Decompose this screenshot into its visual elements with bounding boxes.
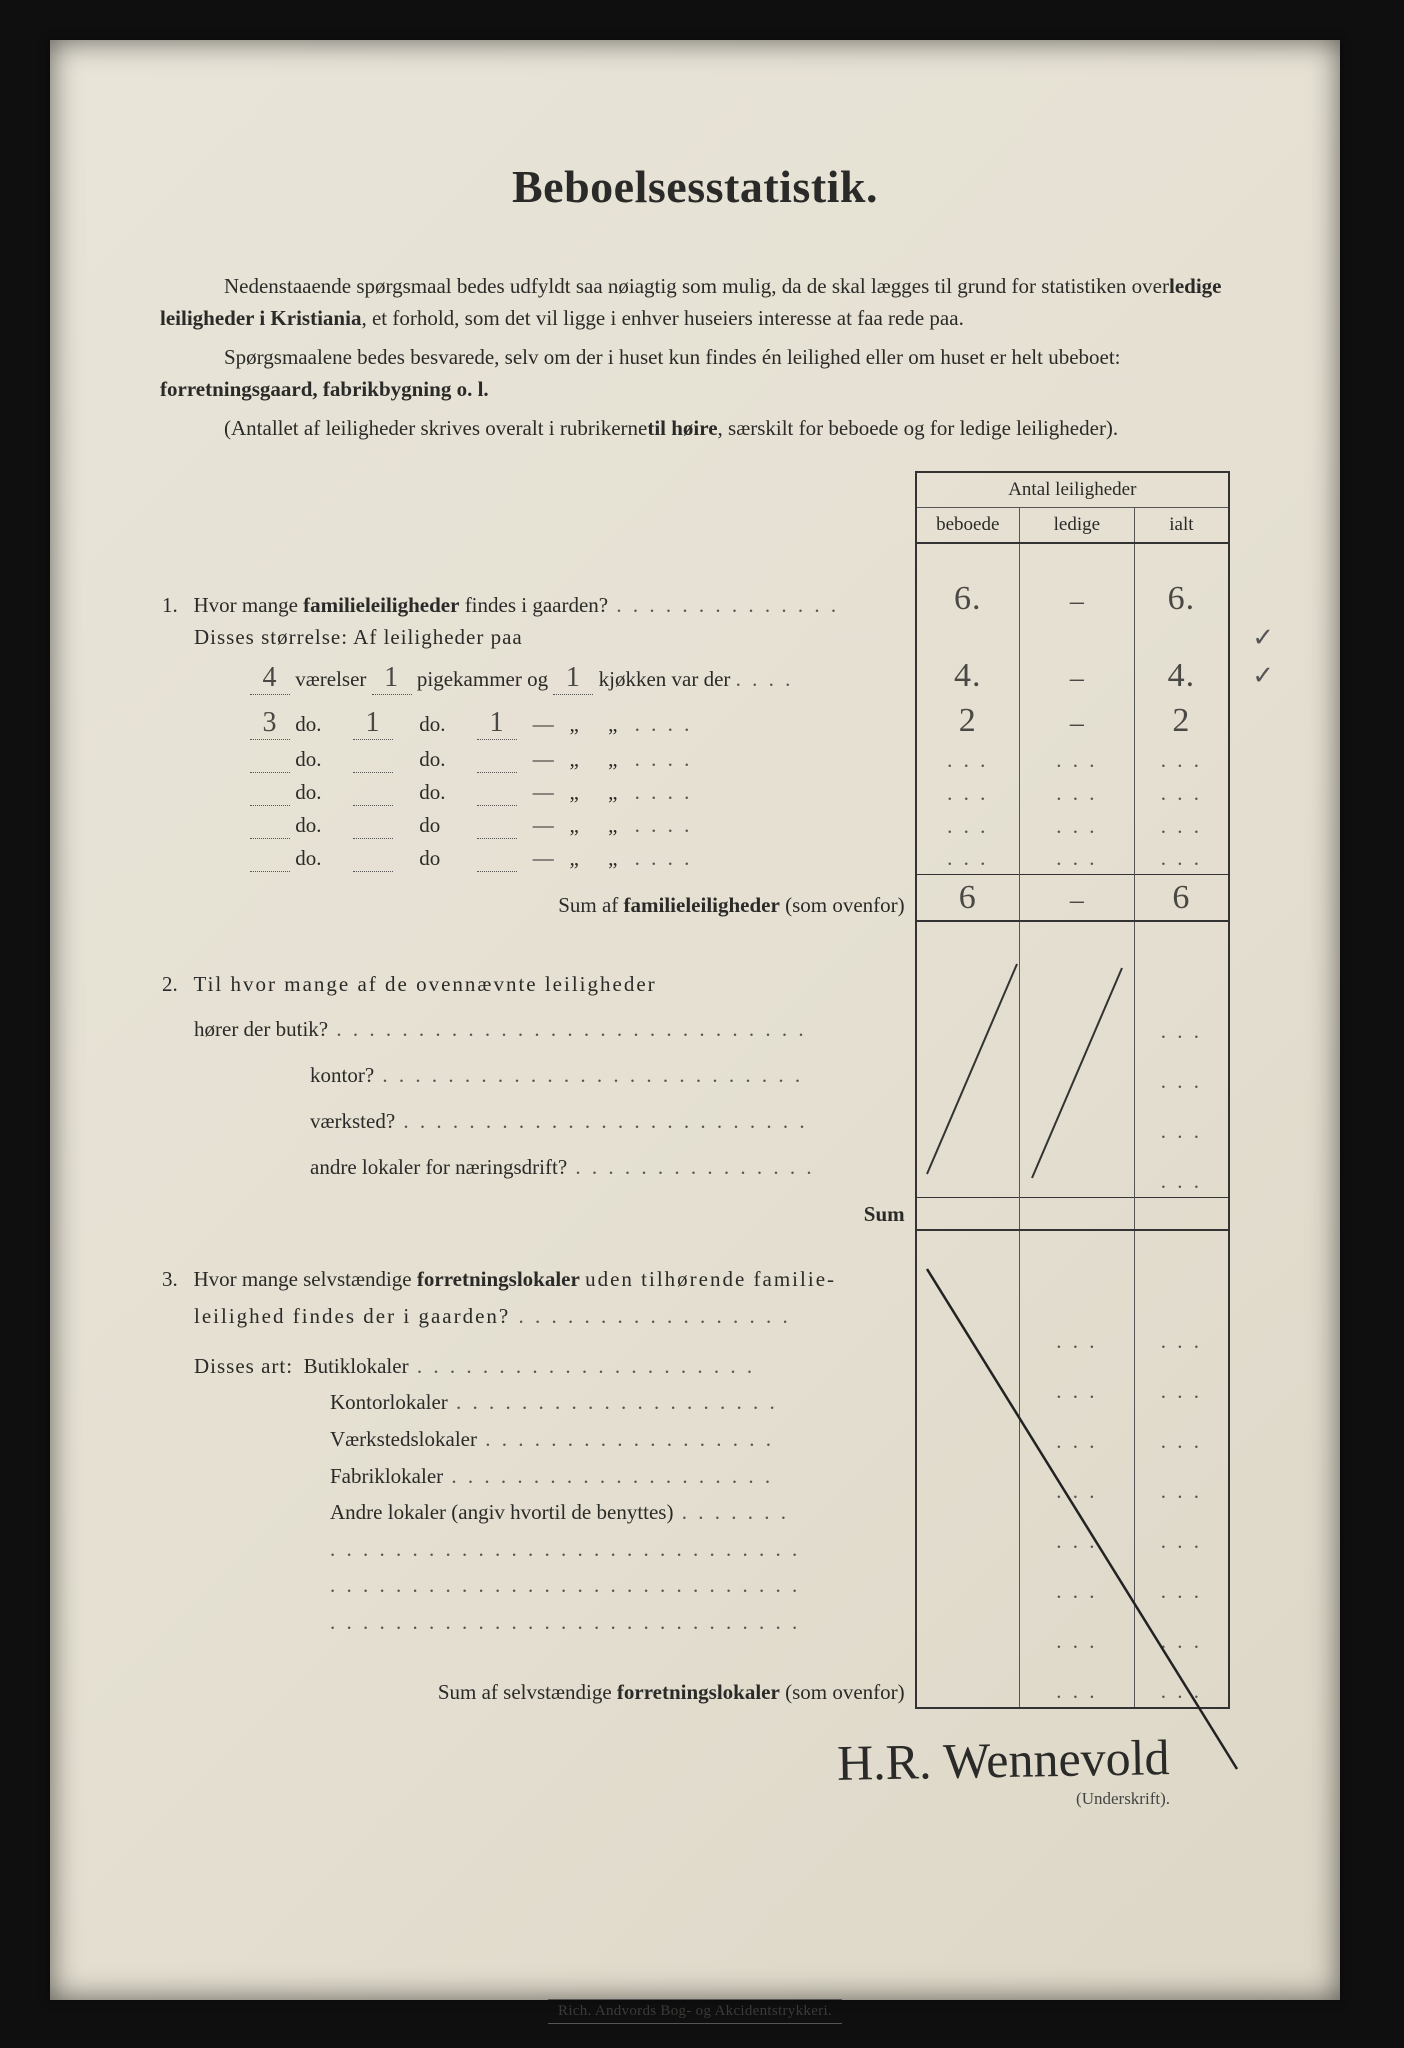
p: 1 [372, 662, 412, 695]
q2-num: 2. [162, 972, 178, 996]
v: 4 [250, 662, 290, 695]
k [477, 747, 517, 773]
la: do. [295, 747, 321, 771]
b: 4. [954, 657, 982, 694]
q2-row: 2. Til hvor mange af de ovennævnte leili… [160, 954, 1229, 1000]
q3b: forretningslokaler [417, 1267, 580, 1291]
suma: Sum af [558, 893, 618, 917]
q3-row: 3. Hvor mange selvstændige forretningslo… [160, 1259, 1229, 1296]
signature-block: H.R. Wennevold (Underskrift). [160, 1731, 1230, 1809]
strike-svg [1022, 958, 1132, 1188]
q1-text: Hvor mange [194, 593, 298, 617]
v: 3 [250, 707, 290, 740]
lc: — [533, 747, 554, 771]
k: 1 [477, 707, 517, 740]
paper-sheet: Beboelsesstatistik. Nedenstaaende spørgs… [50, 40, 1340, 2000]
scan-background: Beboelsesstatistik. Nedenstaaende spørgs… [0, 0, 1404, 2048]
q1-num: 1. [162, 593, 178, 617]
sumc: (som ovenfor) [785, 893, 905, 917]
q2-sum: Sum [864, 1202, 905, 1226]
intro-paragraph-3: (Antallet af leiligheder skrives overalt… [160, 413, 1230, 445]
margin-check-1: ✓ [1252, 623, 1274, 653]
si: 6 [1172, 879, 1190, 916]
col-ialt: ialt [1134, 507, 1229, 543]
q2-text: Til hvor mange af de ovennævnte leilighe… [194, 972, 657, 996]
q2-sum-row: Sum [160, 1198, 1229, 1230]
lb: do. [419, 712, 445, 736]
intro-paragraph-2: Spørgsmaalene bedes besvarede, selv om d… [160, 342, 1230, 405]
k: 1 [553, 662, 593, 695]
q1-bold: familieleiligheder [303, 593, 459, 617]
intro-2a: Spørgsmaalene bedes besvarede, selv om d… [160, 342, 1121, 374]
q1-size-row-5: do. do — „ „ . . . . . . .. . .. . . [160, 842, 1229, 875]
q1-size-row-4: do. do — „ „ . . . . . . .. . .. . . [160, 809, 1229, 842]
lb: pigekammer og [417, 667, 548, 691]
margin-check-2: ✓ [1252, 661, 1274, 691]
q1-size-row-1: 3 do. 1 do. 1 — „ „ . . . . 2 – 2 [160, 698, 1229, 743]
intro-3b: til høire [647, 416, 717, 440]
la: do. [295, 712, 321, 736]
sb: 6 [959, 879, 977, 916]
p [353, 747, 393, 773]
q1-beboede: 6. [954, 580, 982, 617]
q3-num: 3. [162, 1267, 178, 1291]
signature-label: (Underskrift). [160, 1789, 1170, 1809]
q1-disses-row: Disses størrelse: Af leiligheder paa [160, 621, 1229, 653]
lc: — [533, 712, 554, 736]
q1-size-row-0: 4 værelser 1 pigekammer og 1 kjøkken var… [160, 653, 1229, 698]
q1-ialt: 6. [1168, 580, 1196, 617]
document-title: Beboelsesstatistik. [160, 160, 1230, 213]
intro-3a: (Antallet af leiligheder skrives overalt… [160, 413, 647, 445]
p: 1 [353, 707, 393, 740]
l: – [1070, 663, 1084, 694]
q3c: uden tilhørende familie- [585, 1267, 836, 1291]
d: . . . . [635, 712, 693, 736]
b: 2 [959, 702, 977, 739]
l: – [1070, 708, 1084, 739]
printer-line: Rich. Andvords Bog- og Akcidentstrykkeri… [548, 1999, 842, 2024]
la: værelser [295, 667, 366, 691]
header-row-2: beboede ledige ialt [160, 507, 1229, 543]
col-beboede: beboede [916, 507, 1020, 543]
intro-paragraph-1: Nedenstaaende spørgsmaal bedes udfyldt s… [160, 271, 1230, 334]
q1-size-row-3: do. do. — „ „ . . . . . . .. . .. . . [160, 776, 1229, 809]
intro-1c: , et forhold, som det vil ligge i enhver… [361, 306, 963, 330]
signature: H.R. Wennevold [837, 1728, 1170, 1792]
q1-size-row-2: do. do. — „ „ . . . . . . .. . .. . . [160, 743, 1229, 776]
q1-ledige: – [1070, 586, 1084, 617]
intro-2b: forretningsgaard, fabrikbygning o. l. [160, 377, 489, 401]
intro-1a: Nedenstaaende spørgsmaal bedes udfyldt s… [160, 271, 1169, 303]
q3a: Hvor mange selvstændige [194, 1267, 412, 1291]
main-table: Antal leiligheder beboede ledige ialt 1. [160, 471, 1230, 1709]
intro-3c: , særskilt for beboede og for ledige lei… [718, 416, 1119, 440]
q1-row: 1. Hvor mange familieleiligheder findes … [160, 576, 1229, 621]
v [250, 747, 290, 773]
sl: – [1070, 885, 1084, 916]
lb: do. [419, 747, 445, 771]
col-ledige: ledige [1019, 507, 1134, 543]
d: . . . . [635, 747, 693, 771]
document-content: Beboelsesstatistik. Nedenstaaende spørgs… [160, 160, 1230, 2024]
ditto: „ „ [570, 747, 630, 771]
dots: . . . . . . . . . . . . . . [608, 593, 839, 617]
d: . . . . [736, 667, 794, 691]
header-row-1: Antal leiligheder [160, 472, 1229, 508]
strike-svg-long [917, 1259, 1247, 1779]
ditto: „ „ [570, 712, 630, 736]
q1-sum-row: Sum af familieleiligheder (som ovenfor) … [160, 875, 1229, 922]
i: 4. [1168, 657, 1196, 694]
lc: kjøkken var der [599, 667, 731, 691]
i: 2 [1172, 702, 1190, 739]
q1-text2: findes i gaarden? [465, 593, 608, 617]
strike-svg [917, 954, 1027, 1184]
sumb: familieleiligheder [624, 893, 780, 917]
printer-block: Rich. Andvords Bog- og Akcidentstrykkeri… [160, 1879, 1230, 2024]
header-group: Antal leiligheder [916, 472, 1229, 508]
form-grid: Antal leiligheder beboede ledige ialt 1. [160, 471, 1230, 1709]
q1-disses: Disses størrelse: Af leiligheder paa [194, 625, 523, 649]
